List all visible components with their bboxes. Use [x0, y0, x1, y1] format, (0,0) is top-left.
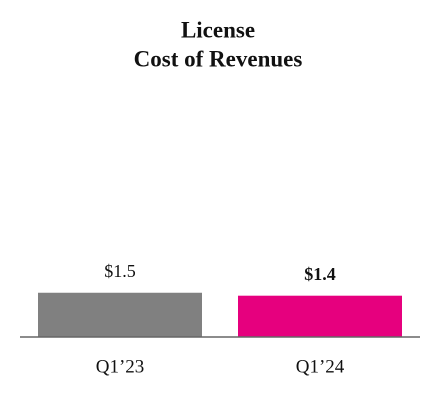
x-tick-label: Q1’24 — [296, 356, 345, 377]
value-label: $1.5 — [104, 261, 136, 281]
bar — [38, 292, 202, 337]
value-label: $1.4 — [304, 264, 336, 284]
chart-title: License — [181, 17, 255, 42]
x-tick-label: Q1’23 — [96, 356, 145, 377]
chart-title: Cost of Revenues — [134, 46, 303, 71]
bar — [238, 295, 402, 337]
